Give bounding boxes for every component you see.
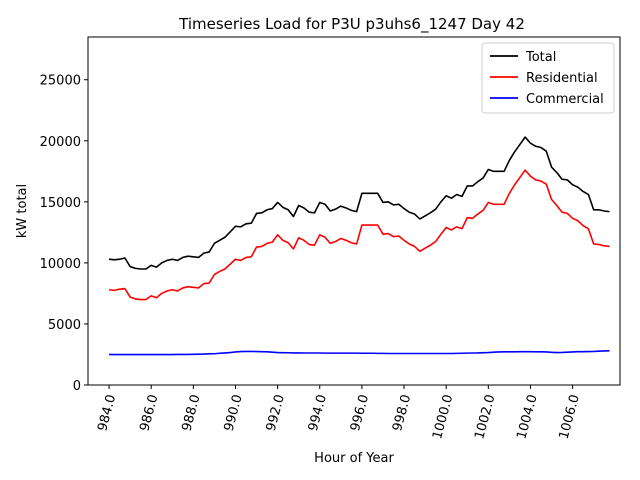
y-axis-label: kW total: [15, 184, 30, 238]
x-axis-label: Hour of Year: [314, 451, 394, 466]
y-tick-label: 5000: [48, 318, 81, 333]
plot-area: [108, 136, 610, 356]
series-line-commercial: [109, 350, 610, 356]
y-tick-label: 10000: [40, 257, 81, 272]
legend-label-commercial: Commercial: [526, 92, 604, 107]
y-tick-label: 15000: [40, 196, 81, 211]
series-line-residential: [108, 169, 610, 301]
y-axis: 0 5000 10000 15000 20000 25000: [40, 74, 88, 394]
plot-frame: [87, 36, 621, 386]
series-line-total: [108, 136, 610, 270]
chart-title: Timeseries Load for P3U p3uhs6_1247 Day …: [178, 15, 525, 34]
legend-label-residential: Residential: [526, 71, 598, 86]
y-tick-label: 20000: [40, 135, 81, 150]
y-tick-label: 25000: [40, 74, 81, 89]
legend-box: [481, 42, 615, 114]
legend: Total Residential Commercial: [481, 42, 615, 114]
legend-label-total: Total: [525, 50, 556, 65]
y-tick-label: 0: [73, 379, 81, 394]
